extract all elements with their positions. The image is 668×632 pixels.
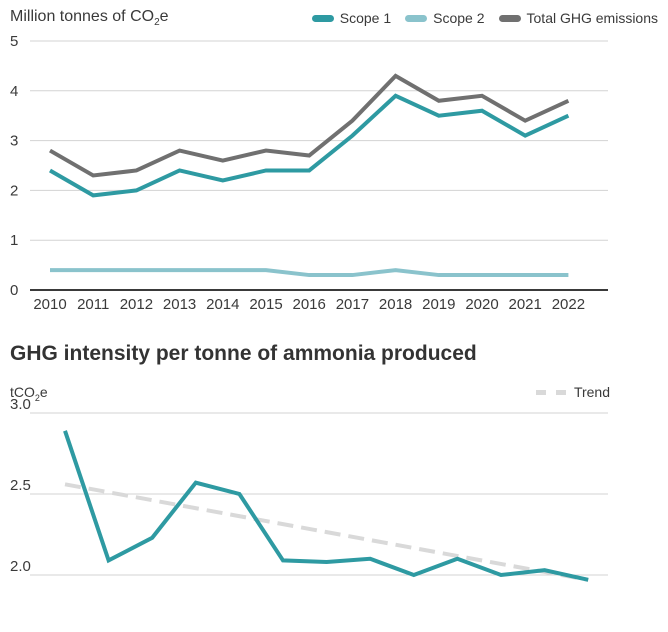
- chart1-y-tick-label: 5: [10, 33, 18, 50]
- chart1-line-scope1: [49, 93, 570, 198]
- chart1-y-tick-label: 2: [10, 182, 18, 199]
- chart1-x-tick-label: 2018: [379, 296, 412, 313]
- chart1-x-tick-label: 2021: [509, 296, 542, 313]
- chart1-y-tick-label: 4: [10, 83, 18, 100]
- chart1-line-total: [49, 73, 570, 178]
- chart1-x-tick-label: 2015: [249, 296, 282, 313]
- chart2-y-tick-label: 2.0: [10, 558, 31, 575]
- chart1-x-tick-label: 2017: [336, 296, 369, 313]
- chart1-line-scope2: [50, 268, 569, 278]
- legend-item-scope1: Scope 1: [311, 10, 392, 26]
- chart2-trend-line: [64, 482, 589, 582]
- chart1-x-tick-label: 2011: [77, 296, 109, 313]
- legend-label-scope1: Scope 1: [339, 10, 392, 26]
- legend-item-total: Total GHG emissions: [498, 10, 658, 26]
- chart1-legend: Scope 1 Scope 2 Total GHG emissions: [311, 10, 658, 26]
- legend-item-scope2: Scope 2: [405, 10, 485, 26]
- chart2-line-intensity: [63, 430, 589, 582]
- chart1-ylabel: Million tonnes of CO2e: [10, 8, 169, 29]
- chart1-y-tick-label: 3: [10, 133, 18, 150]
- chart1-x-tick-label: 2019: [422, 296, 455, 313]
- chart1-x-tick-label: 2014: [206, 296, 239, 313]
- chart1-x-tick-label: 2020: [465, 296, 498, 313]
- chart2-legend: Trend: [535, 384, 610, 400]
- chart2-y-tick-label: 2.5: [10, 477, 31, 494]
- chart1-x-tick-label: 2016: [293, 296, 326, 313]
- chart1-x-tick-label: 2012: [120, 296, 153, 313]
- chart2-y-tick-label: 3.0: [10, 396, 31, 413]
- legend-label-total: Total GHG emissions: [526, 10, 658, 26]
- chart2-title: GHG intensity per tonne of ammonia produ…: [10, 342, 477, 365]
- legend-label-scope2: Scope 2: [433, 10, 485, 26]
- chart1-y-tick-label: 0: [10, 282, 18, 299]
- chart1-y-tick-label: 1: [10, 232, 18, 249]
- legend-swatch-scope2: [405, 14, 428, 22]
- legend-label-trend: Trend: [573, 384, 610, 400]
- legend-swatch-trend: [535, 389, 566, 395]
- chart1-x-tick-label: 2013: [163, 296, 196, 313]
- legend-swatch-total: [498, 14, 521, 22]
- legend-swatch-scope1: [311, 14, 334, 22]
- chart1-x-tick-label: 2010: [33, 296, 66, 313]
- chart2-ylabel: tCO2e: [10, 384, 48, 403]
- chart1-x-tick-label: 2022: [552, 296, 585, 313]
